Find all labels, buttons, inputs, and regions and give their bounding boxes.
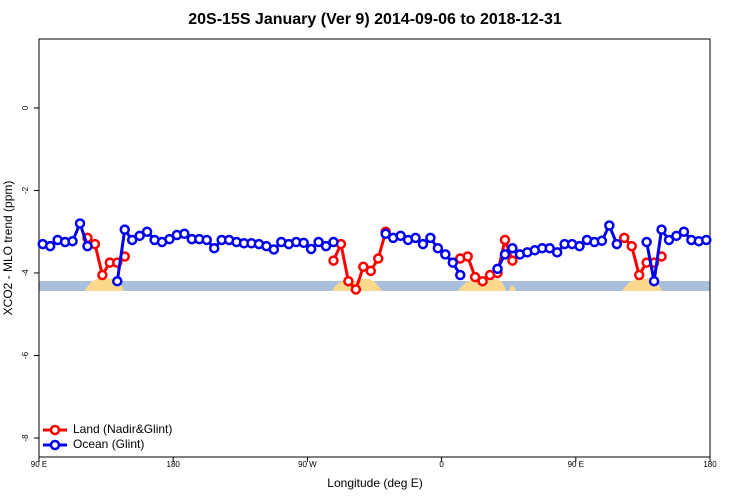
data-point — [112, 275, 123, 287]
data-point — [164, 233, 175, 245]
data-point — [619, 232, 630, 244]
y-tick-label: -8 — [21, 434, 30, 442]
y-tick-label: -2 — [21, 186, 30, 194]
y-tick-label: 0 — [21, 105, 30, 110]
data-point — [97, 269, 108, 281]
data-point — [507, 255, 518, 266]
data-point — [656, 224, 667, 235]
data-point — [268, 244, 280, 255]
data-point — [380, 228, 391, 240]
data-point — [343, 275, 354, 287]
legend-label: Ocean (Glint) — [73, 437, 144, 451]
x-tick-label: 180 — [703, 460, 717, 469]
x-axis-label: Longitude (deg E) — [327, 476, 422, 490]
x-tick-label: 0 — [439, 460, 444, 469]
x-tick-label: 180 — [167, 460, 181, 469]
data-point — [74, 218, 86, 229]
data-point — [492, 263, 503, 275]
data-point — [126, 234, 138, 246]
legend-marker — [49, 439, 61, 451]
data-point — [328, 255, 339, 266]
data-point — [499, 249, 511, 260]
data-point — [208, 242, 220, 254]
x-tick-label: 90 E — [31, 460, 47, 469]
data-point — [417, 238, 429, 250]
plot-frame — [38, 38, 711, 458]
data-point — [395, 230, 406, 242]
y-tick-label: -6 — [21, 351, 30, 359]
data-point — [611, 238, 623, 250]
data-point — [432, 242, 444, 254]
data-point — [604, 220, 615, 231]
data-point — [134, 230, 145, 242]
data-point — [44, 240, 56, 252]
data-point — [499, 234, 511, 246]
land-patch — [509, 285, 516, 291]
data-point — [119, 224, 130, 235]
chart-title: 20S-15S January (Ver 9) 2014-09-06 to 20… — [188, 11, 562, 28]
data-point — [648, 275, 660, 287]
data-point — [298, 237, 309, 249]
data-point — [507, 242, 518, 254]
data-point — [544, 242, 555, 254]
data-point — [179, 228, 190, 240]
data-point — [365, 265, 377, 277]
data-point — [678, 226, 690, 237]
data-point — [313, 236, 324, 248]
data-point — [201, 234, 212, 246]
data-point — [447, 257, 459, 268]
data-point — [67, 235, 78, 247]
data-point — [462, 251, 473, 262]
data-point — [440, 249, 451, 260]
legend-marker — [49, 424, 61, 436]
data-point — [82, 240, 93, 252]
data-point — [328, 236, 339, 248]
x-tick-label: 90 W — [298, 460, 317, 469]
data-point — [477, 275, 488, 287]
data-point — [574, 240, 585, 252]
data-point — [410, 232, 421, 244]
data-point — [320, 240, 332, 252]
data-point — [372, 253, 384, 264]
x-tick-label: 90 E — [568, 460, 584, 469]
legend-label: Land (Nadir&Glint) — [73, 422, 172, 436]
data-point — [596, 235, 608, 247]
data-point — [454, 269, 466, 281]
data-point — [358, 261, 369, 273]
data-point — [425, 232, 436, 244]
data-point — [641, 236, 652, 248]
y-axis-label: XCO2 - MLO trend (ppm) — [1, 181, 15, 316]
data-point — [701, 234, 712, 246]
data-point — [141, 226, 153, 237]
data-point — [671, 230, 682, 242]
data-point — [350, 284, 362, 295]
data-point — [626, 240, 637, 252]
data-point — [305, 243, 317, 255]
data-point — [551, 247, 563, 258]
data-point — [633, 269, 645, 281]
data-point — [469, 271, 481, 283]
data-point — [663, 234, 675, 246]
y-tick-label: -4 — [21, 269, 30, 277]
